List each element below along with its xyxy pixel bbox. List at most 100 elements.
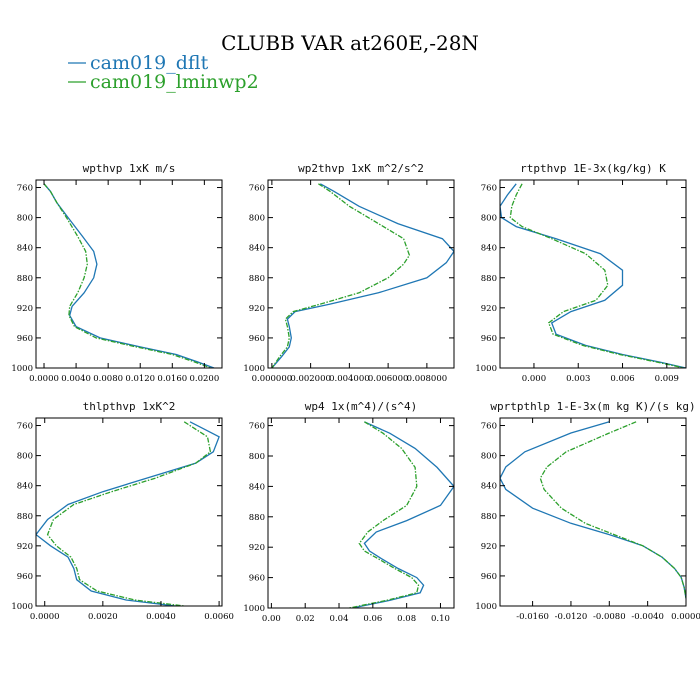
ytick-label-3-5: 960 [17,572,33,582]
xtick-label-4-2: 0.04 [330,614,349,624]
xtick-label-0-1: 0.0040 [61,374,91,384]
panel-frame-3 [35,417,223,607]
ytick-label-0-5: 960 [17,334,33,344]
xtick-label-5-2: -0.0080 [593,612,626,622]
xtick-label-2-0: 0.000 [522,374,546,384]
panel-frame-0 [35,179,223,369]
ytick-label-1-0: 760 [249,184,265,194]
ytick-label-3-2: 840 [17,482,33,492]
panel-title-0: wpthvp 1xK m/s [83,162,176,175]
series-line-0-1 [43,183,212,368]
xtick-label-3-1: 0.0020 [88,612,118,622]
ytick-label-4-5: 960 [249,574,265,584]
series-line-2-0 [500,183,686,368]
panel-frame-2 [499,179,687,369]
xtick-label-1-1: 0.002000 [290,374,331,384]
figure-title: CLUBB VAR at260E,-28N [221,31,479,55]
ytick-label-5-5: 960 [481,572,497,582]
panel-title-3: thlpthvp 1xK^2 [83,400,176,413]
xtick-label-3-0: 0.0000 [30,612,60,622]
ytick-label-5-3: 880 [481,512,497,522]
xtick-label-5-1: -0.0120 [555,612,588,622]
ytick-label-2-1: 800 [481,214,497,224]
panel-title-4: wp4 1x(m^4)/(s^4) [305,400,418,413]
xtick-label-3-2: 0.0040 [146,612,176,622]
panels: wpthvp 1xK m/s76080084088092096010000.00… [11,162,700,624]
ytick-label-5-1: 800 [481,452,497,462]
ytick-label-0-0: 760 [17,184,33,194]
ytick-label-1-5: 960 [249,334,265,344]
panel-frame-5 [499,417,687,607]
series-line-5-1 [539,421,686,599]
panel-0: wpthvp 1xK m/s76080084088092096010000.00… [11,162,223,384]
ytick-label-2-6: 1000 [475,364,497,374]
legend-label-1: cam019_lminwp2 [90,71,259,93]
series-line-1-0 [271,183,454,368]
series-line-4-1 [349,421,420,608]
ytick-label-5-0: 760 [481,422,497,432]
panel-4: wp4 1x(m^4)/(s^4)76080084088092096010000… [243,400,455,624]
ytick-label-5-4: 920 [481,542,497,552]
ytick-label-3-3: 880 [17,512,33,522]
ytick-label-0-4: 920 [17,304,33,314]
ytick-label-1-1: 800 [249,214,265,224]
panel-title-1: wp2thvp 1xK m^2/s^2 [298,162,424,175]
panel-frame-4 [267,417,455,609]
panel-title-5: wprtpthlp 1-E-3x(m kg K)/(s kg) [490,400,695,413]
ytick-label-4-1: 800 [249,452,265,462]
ytick-label-3-6: 1000 [11,602,33,612]
ytick-label-3-0: 760 [17,422,33,432]
xtick-label-1-0: 0.000000 [252,374,293,384]
ytick-label-3-4: 920 [17,542,33,552]
ytick-label-5-2: 840 [481,482,497,492]
legend-label-0: cam019_dflt [90,52,209,74]
ytick-label-1-2: 840 [249,244,265,254]
xtick-label-2-3: 0.009 [655,374,679,384]
xtick-label-0-5: 0.0200 [189,374,219,384]
xtick-label-2-1: 0.003 [566,374,590,384]
xtick-label-5-3: -0.0040 [631,612,664,622]
series-line-3-0 [36,421,220,606]
xtick-label-3-3: 0.0060 [204,612,234,622]
panel-title-2: rtpthvp 1E-3x(kg/kg) K [520,162,666,175]
ytick-label-1-4: 920 [249,304,265,314]
xtick-label-0-0: 0.0000 [29,374,59,384]
ytick-label-0-2: 840 [17,244,33,254]
xtick-label-4-1: 0.02 [296,614,315,624]
legend: cam019_dflt cam019_lminwp2 [68,52,259,93]
ytick-label-1-6: 1000 [243,364,265,374]
panel-2: rtpthvp 1E-3x(kg/kg) K 760 800 840 880 920 960… [475,162,687,384]
xtick-label-1-2: 0.004000 [329,374,370,384]
series-line-2-1 [509,183,685,368]
ytick-label-4-2: 840 [249,482,265,492]
ytick-label-5-6: 1000 [475,602,497,612]
ytick-label-0-6: 1000 [11,364,33,374]
xtick-label-1-4: 0.008000 [407,374,448,384]
xtick-label-4-3: 0.06 [363,614,382,624]
series-line-1-1 [271,183,411,368]
ytick-label-4-3: 880 [249,513,265,523]
ytick-label-1-3: 880 [249,274,265,284]
ytick-label-4-0: 760 [249,422,265,432]
xtick-label-0-2: 0.0080 [93,374,123,384]
xtick-label-4-4: 0.08 [397,614,416,624]
series-line-4-0 [352,421,454,608]
ytick-label-2-2: 840 [481,244,497,254]
ytick-label-0-3: 880 [17,274,33,284]
xtick-label-5-4: 0.0000 [671,612,700,622]
ytick-label-4-6: 1000 [243,604,265,614]
panel-frame-1 [267,179,455,369]
ytick-label-2-3: 880 [481,274,497,284]
xtick-label-2-2: 0.006 [610,374,634,384]
xtick-label-1-3: 0.006000 [368,374,409,384]
xtick-label-0-4: 0.0160 [157,374,187,384]
panel-3: thlpthvp 1xK^276080084088092096010000.00… [11,400,234,622]
xtick-label-5-0: -0.0160 [516,612,549,622]
ytick-label-3-1: 800 [17,452,33,462]
series-line-3-1 [46,421,212,606]
xtick-label-4-0: 0.00 [262,614,281,624]
xtick-label-0-3: 0.0120 [125,374,155,384]
ytick-label-4-4: 920 [249,543,265,553]
ytick-label-0-1: 800 [17,214,33,224]
